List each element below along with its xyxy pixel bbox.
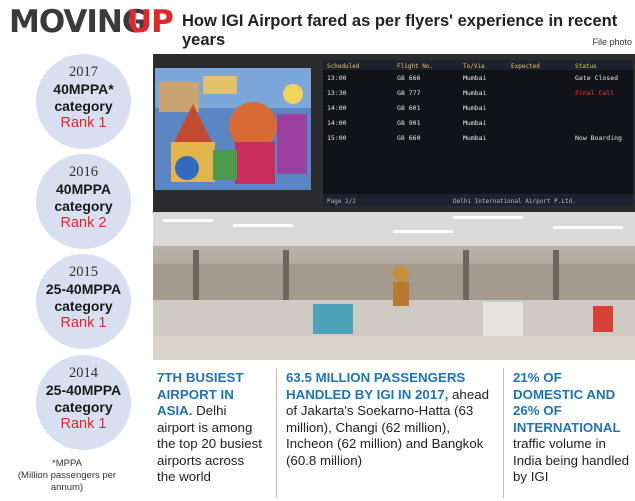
board-footer-operator: Delhi International Airport P.Ltd. (453, 198, 576, 205)
fact-column-traffic: 21% OF DOMESTIC AND 26% OF INTERNATIONAL… (513, 370, 633, 498)
footnote-definition: (Million passengers per annum) (17, 470, 117, 493)
footnote: *MPPA (Million passengers per annum) (2, 458, 132, 494)
ranking-rank: Rank 1 (60, 416, 107, 432)
board-row-flight: G8 666 (397, 74, 421, 82)
ranking-category: 40MPPA (56, 181, 111, 197)
board-row-flight: G8 777 (397, 89, 421, 97)
ranking-circle-2016: 2016 40MPPA category Rank 2 (36, 154, 131, 249)
fact-body: Delhi airport is among the top 20 busies… (157, 403, 262, 484)
headline-subtitle: How IGI Airport fared as per flyers' exp… (182, 12, 618, 49)
board-row-time: 13:00 (327, 74, 347, 82)
ranking-rank: Rank 2 (60, 215, 107, 231)
board-header-scheduled: Scheduled (327, 63, 360, 70)
header: MOVING UP How IGI Airport fared as per f… (0, 0, 635, 49)
board-header-destination: To/Via (463, 63, 485, 70)
board-header-flight: Flight No. (397, 63, 433, 70)
headline-up: UP (127, 4, 174, 40)
ranking-category-word: category (54, 298, 113, 314)
ranking-year: 2017 (69, 64, 98, 80)
fact-highlight: 63.5 MILLION PASSENGERS HANDLED BY IGI I… (286, 370, 466, 402)
footnote-mark: *MPPA (52, 458, 82, 469)
board-row-time: 14:00 (327, 104, 347, 112)
board-row-time: 13:30 (327, 89, 347, 97)
airport-photo-illustration: Scheduled Flight No. To/Via Expected Sta… (153, 54, 635, 360)
fact-body: traffic volume in India being handled by… (513, 436, 630, 484)
headline-moving: MOVING (9, 4, 147, 40)
ranking-year: 2014 (69, 365, 98, 381)
ranking-rank: Rank 1 (60, 315, 107, 331)
fact-body: ahead of Jakarta's Soekarno-Hatta (63 mi… (286, 386, 489, 468)
ranking-category-word: category (54, 198, 113, 214)
ranking-circle-2015: 2015 25-40MPPA category Rank 1 (36, 254, 131, 349)
ranking-year: 2015 (69, 264, 98, 280)
ranking-category: 25-40MPPA (45, 382, 122, 398)
board-row-destination: Mumbai (463, 134, 487, 142)
board-row-destination: Mumbai (463, 74, 487, 82)
fact-highlight: 7TH BUSIEST AIRPORT IN ASIA. (157, 370, 244, 418)
board-row-status: Final Call (575, 89, 614, 97)
ranking-category: 40MPPA* (53, 81, 114, 97)
board-row-destination: Mumbai (463, 119, 487, 127)
ranking-rank: Rank 1 (60, 115, 107, 131)
fact-column-passengers: 63.5 MILLION PASSENGERS HANDLED BY IGI I… (286, 370, 494, 498)
board-row-destination: Mumbai (463, 89, 487, 97)
board-header-expected: Expected (511, 63, 540, 70)
fact-divider (503, 368, 504, 498)
board-row-destination: Mumbai (463, 104, 487, 112)
ranking-circle-2014: 2014 25-40MPPA category Rank 1 (36, 355, 131, 450)
board-header-status: Status (575, 63, 597, 70)
ranking-category: 25-40MPPA (45, 281, 122, 297)
board-row-status: Now Boarding (575, 134, 622, 142)
board-row-flight: G8 901 (397, 119, 421, 127)
board-row-flight: G8 660 (397, 134, 421, 142)
ranking-year: 2016 (69, 164, 98, 180)
fact-divider (276, 368, 277, 498)
fact-highlight: 21% OF DOMESTIC AND 26% OF INTERNATIONAL (513, 370, 621, 435)
airport-photo: Scheduled Flight No. To/Via Expected Sta… (153, 54, 635, 360)
board-row-flight: G8 601 (397, 104, 421, 112)
ranking-category-word: category (54, 98, 113, 114)
board-row-time: 14:00 (327, 119, 347, 127)
ranking-circle-2017: 2017 40MPPA* category Rank 1 (36, 54, 131, 149)
fact-column-busiest: 7TH BUSIEST AIRPORT IN ASIA. Delhi airpo… (157, 370, 265, 498)
board-row-status: Gate Closed (575, 74, 618, 82)
board-row-time: 15:00 (327, 134, 347, 142)
board-footer-page: Page 2/2 (327, 198, 356, 205)
ranking-category-word: category (54, 399, 113, 415)
photo-credit: File photo (592, 37, 632, 47)
